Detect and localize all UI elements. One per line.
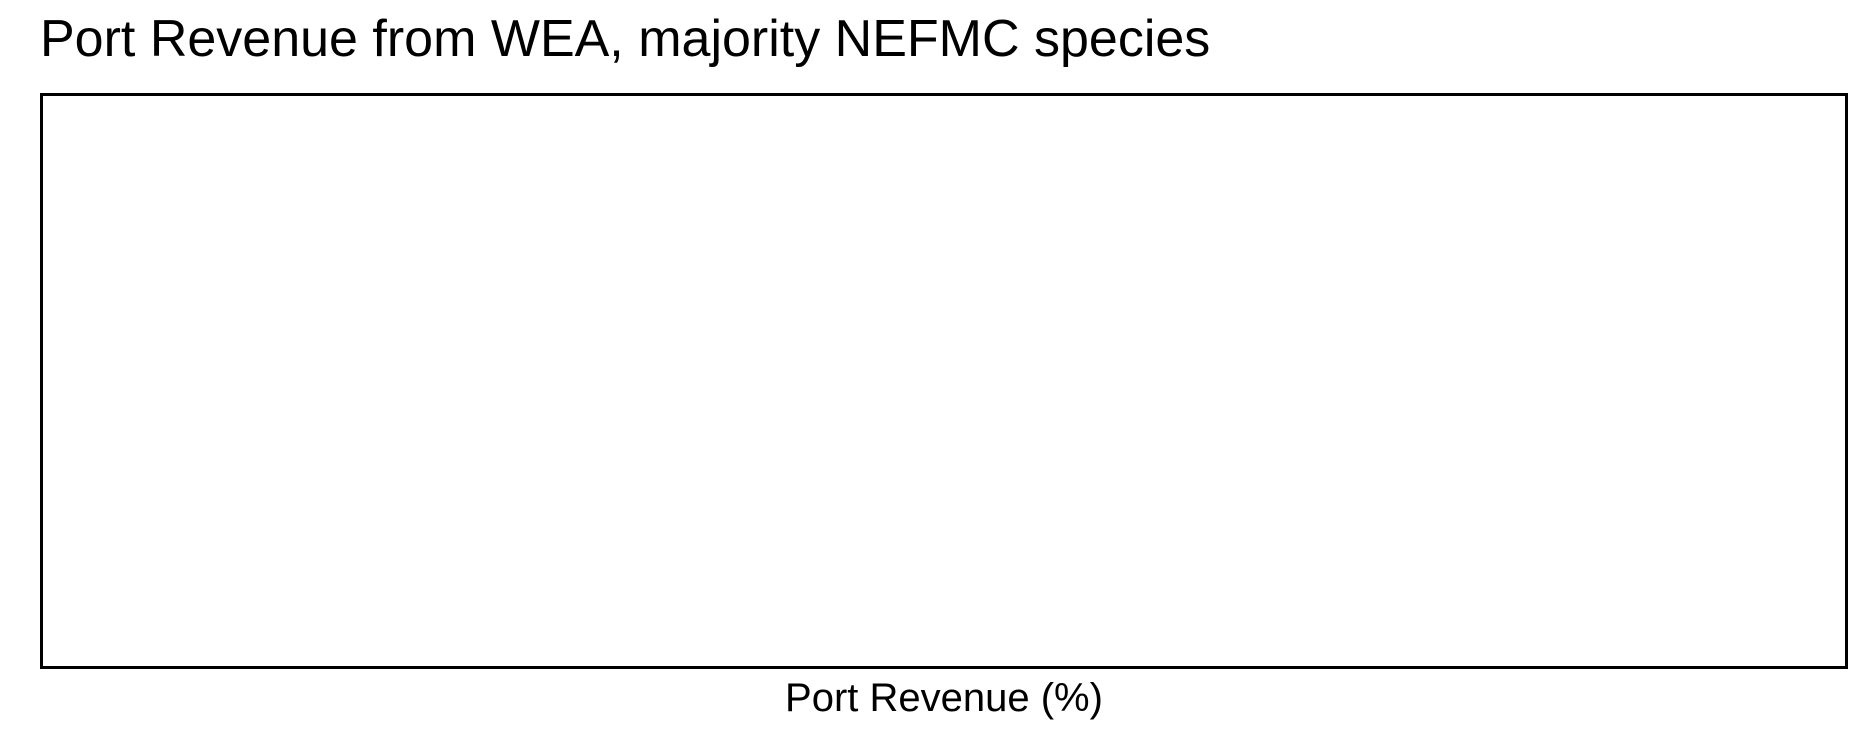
x-axis-label: Port Revenue (%) <box>785 676 1103 720</box>
plot-area <box>40 93 1848 669</box>
chart-title: Port Revenue from WEA, majority NEFMC sp… <box>40 10 1211 68</box>
